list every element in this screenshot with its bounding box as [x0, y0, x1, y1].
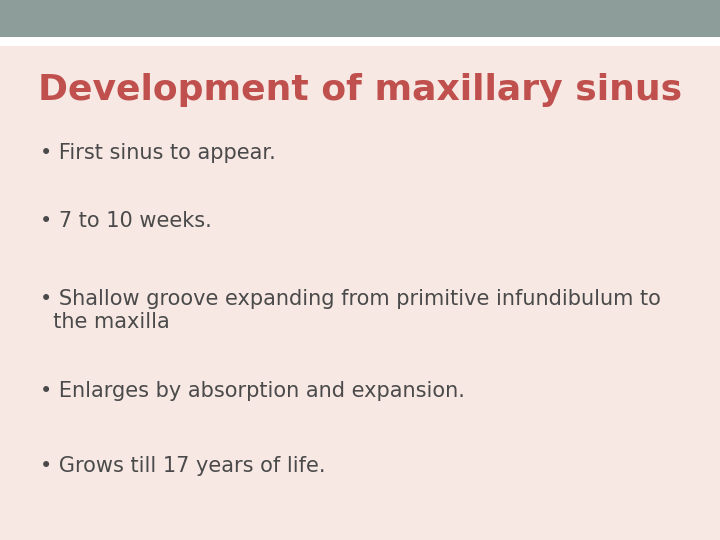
- FancyBboxPatch shape: [0, 37, 720, 46]
- Text: Development of maxillary sinus: Development of maxillary sinus: [38, 73, 682, 107]
- Text: • Enlarges by absorption and expansion.: • Enlarges by absorption and expansion.: [40, 381, 464, 401]
- Text: • 7 to 10 weeks.: • 7 to 10 weeks.: [40, 211, 212, 231]
- FancyBboxPatch shape: [0, 0, 720, 37]
- Text: • First sinus to appear.: • First sinus to appear.: [40, 143, 275, 163]
- Text: • Shallow groove expanding from primitive infundibulum to
  the maxilla: • Shallow groove expanding from primitiv…: [40, 289, 660, 332]
- Text: • Grows till 17 years of life.: • Grows till 17 years of life.: [40, 456, 325, 476]
